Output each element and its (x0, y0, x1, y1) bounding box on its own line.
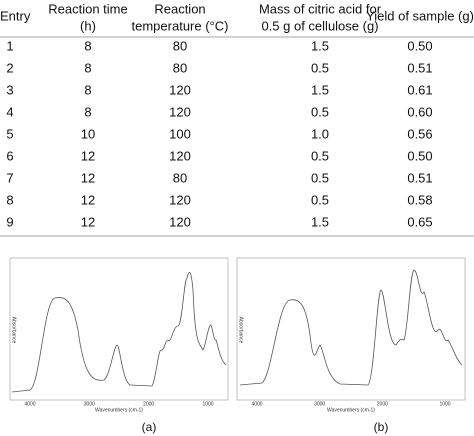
table-cell: 7 (6, 170, 13, 185)
table-cell: 120 (169, 104, 191, 119)
header-cell: Mass of citric acid for (259, 1, 382, 16)
table-cell: 0.51 (407, 170, 432, 185)
table-cell: 6 (6, 148, 13, 163)
table-cell: 0.5 (311, 192, 329, 207)
table-cell: 1.5 (311, 82, 329, 97)
table-cell: 9 (6, 214, 13, 229)
x-axis-label: Wavenumbers (cm-1) (95, 407, 143, 413)
table-cell: 0.50 (407, 148, 432, 163)
table-cell: 8 (84, 104, 91, 119)
x-tick-label: 3000 (314, 401, 325, 407)
table-cell: 0.50 (407, 38, 432, 53)
table-cell: 8 (84, 82, 91, 97)
table-cell: 0.56 (407, 126, 432, 141)
x-tick-label: 2000 (377, 401, 388, 407)
header-cell: 0.5 g of cellulose (g) (261, 18, 378, 33)
plot-frame (236, 257, 466, 401)
table-cell: 10 (81, 126, 95, 141)
header-cell: Reaction (154, 1, 205, 16)
table-cell: 1.0 (311, 126, 329, 141)
table-cell: 5 (6, 126, 13, 141)
table-cell: 0.65 (407, 214, 432, 229)
table-cell: 12 (81, 192, 95, 207)
figure-caption: (b) (374, 420, 389, 434)
table-cell: 80 (173, 38, 187, 53)
table-cell: 12 (81, 170, 95, 185)
table-cell: 0.5 (311, 60, 329, 75)
figure-caption: (a) (142, 420, 157, 434)
header-cell: Yield of sample (g) (366, 8, 474, 23)
table-cell: 120 (169, 214, 191, 229)
y-axis-label: Absorbance (238, 317, 244, 344)
table-cell: 0.5 (311, 148, 329, 163)
table-cell: 1 (6, 38, 13, 53)
table-cell: 0.51 (407, 60, 432, 75)
header-cell: Entry (0, 8, 31, 23)
table-cell: 100 (169, 126, 191, 141)
table-cell: 120 (169, 82, 191, 97)
table-cell: 4 (6, 104, 13, 119)
table-cell: 0.60 (407, 104, 432, 119)
spectrum-line (239, 269, 463, 386)
table-cell: 3 (6, 82, 13, 97)
x-tick-label: 4000 (24, 401, 35, 407)
table-cell: 80 (173, 170, 187, 185)
spectrum-line (11, 272, 227, 393)
table-cell: 2 (6, 60, 13, 75)
y-axis-label: Absorbance (11, 317, 17, 344)
header-cell: Reaction time (48, 1, 127, 16)
table-cell: 120 (169, 192, 191, 207)
x-tick-label: 4000 (251, 401, 262, 407)
spectrum-a (9, 257, 229, 401)
x-axis-label: Wavenumbers (cm-1) (327, 407, 375, 413)
table-cell: 0.58 (407, 192, 432, 207)
table-cell: 0.61 (407, 82, 432, 97)
table-cell: 8 (6, 192, 13, 207)
table-cell: 0.5 (311, 170, 329, 185)
table-cell: 12 (81, 148, 95, 163)
header-cell: (h) (80, 18, 96, 33)
table-cell: 1.5 (311, 38, 329, 53)
header-cell: temperature (°C) (132, 18, 229, 33)
table-cell: 8 (84, 38, 91, 53)
table-cell: 0.5 (311, 104, 329, 119)
table-cell: 12 (81, 214, 95, 229)
table-cell: 80 (173, 60, 187, 75)
table-cell: 8 (84, 60, 91, 75)
plot-frame (9, 257, 229, 401)
table-cell: 120 (169, 148, 191, 163)
x-tick-label: 1000 (439, 401, 450, 407)
x-tick-label: 1000 (202, 401, 213, 407)
table-cell: 1.5 (311, 214, 329, 229)
x-tick-label: 2000 (143, 401, 154, 407)
spectrum-b (236, 257, 466, 401)
x-tick-label: 3000 (84, 401, 95, 407)
